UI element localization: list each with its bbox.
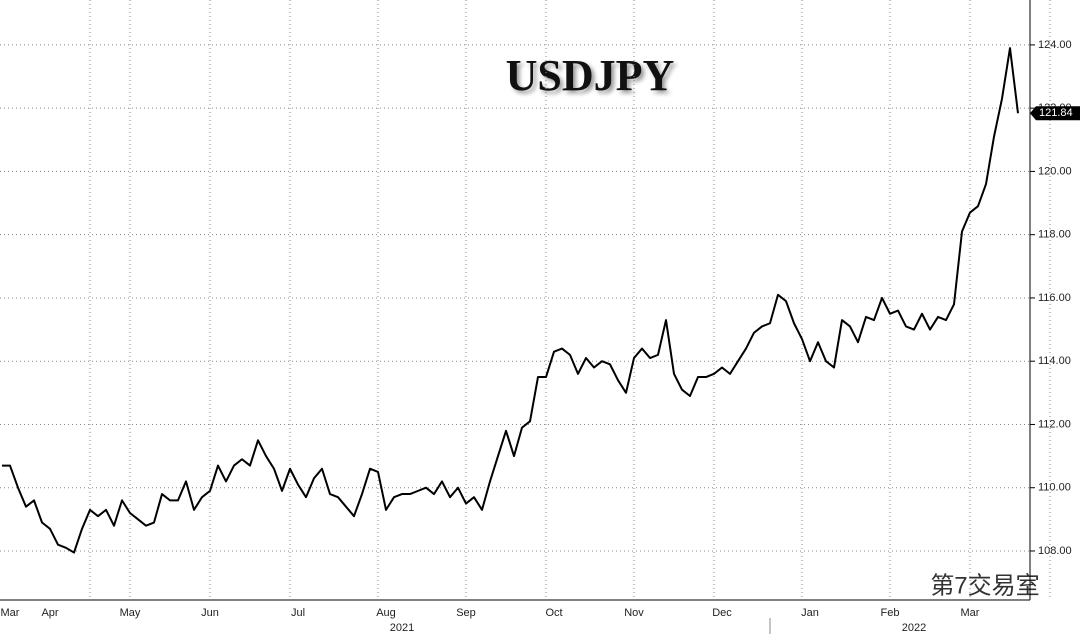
y-tick-label: 110.00 xyxy=(1038,482,1071,494)
year-label: 2021 xyxy=(390,622,414,634)
x-tick-label: Jan xyxy=(801,607,819,619)
last-value-box xyxy=(1030,106,1080,121)
x-tick-label: Mar xyxy=(1,607,20,619)
year-label: 2022 xyxy=(902,622,926,634)
x-tick-label: Jul xyxy=(291,607,305,619)
y-tick-label: 120.00 xyxy=(1038,165,1072,177)
x-tick-label: May xyxy=(120,607,141,619)
watermark: 第7交易室 xyxy=(930,572,1039,599)
y-tick-label: 108.00 xyxy=(1038,545,1072,557)
y-tick-label: 118.00 xyxy=(1038,229,1071,241)
x-tick-label: Mar xyxy=(961,607,980,619)
x-tick-label: Oct xyxy=(545,607,562,619)
y-tick-label: 116.00 xyxy=(1038,292,1071,304)
y-tick-label: 112.00 xyxy=(1038,418,1071,430)
y-tick-label: 114.00 xyxy=(1038,355,1071,367)
x-tick-label: Nov xyxy=(624,607,644,619)
chart-title: USDJPY xyxy=(506,51,675,100)
x-tick-label: Aug xyxy=(376,607,396,619)
x-tick-label: Feb xyxy=(881,607,900,619)
price-line xyxy=(2,47,1019,554)
last-value-label: 121.84 xyxy=(1039,107,1073,119)
x-tick-label: Jun xyxy=(201,607,219,619)
x-tick-label: Apr xyxy=(41,607,58,619)
y-tick-label: 124.00 xyxy=(1038,39,1072,51)
x-tick-label: Dec xyxy=(712,607,732,619)
x-tick-label: Sep xyxy=(456,607,476,619)
